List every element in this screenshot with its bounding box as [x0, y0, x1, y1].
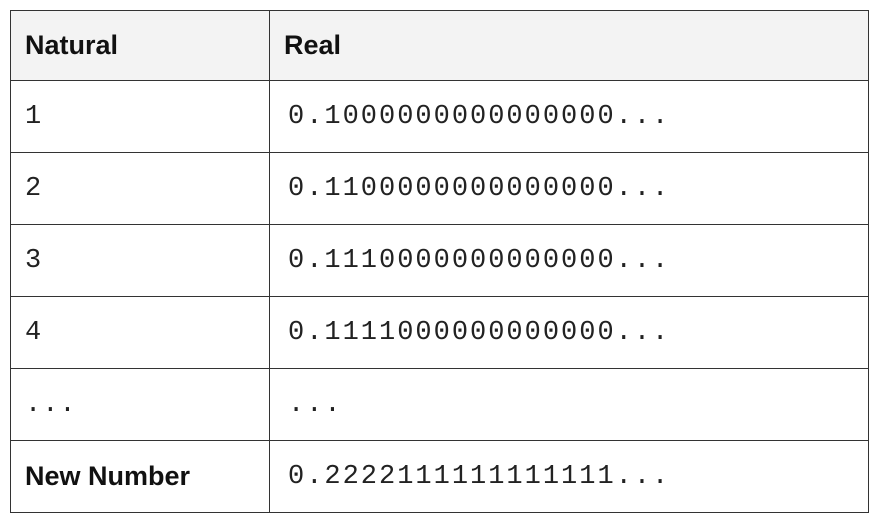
real-cell: 0.1110000000000000... [269, 224, 869, 297]
real-cell: 0.1100000000000000... [269, 152, 869, 225]
table-row: 4 0.1111000000000000... [10, 296, 869, 369]
new-number-value: 0.2222111111111111... [269, 440, 869, 513]
column-header-real: Real [269, 10, 869, 81]
table-row: 1 0.1000000000000000... [10, 80, 869, 153]
natural-cell: 4 [10, 296, 270, 369]
natural-cell: ... [10, 368, 270, 441]
natural-cell: 2 [10, 152, 270, 225]
real-cell: ... [269, 368, 869, 441]
new-number-row: New Number 0.2222111111111111... [10, 440, 869, 513]
table-row: ... ... [10, 368, 869, 441]
table-header: Natural Real [10, 10, 869, 81]
table-row: 2 0.1100000000000000... [10, 152, 869, 225]
column-header-natural: Natural [10, 10, 270, 81]
natural-cell: 3 [10, 224, 270, 297]
new-number-label: New Number [10, 440, 270, 513]
real-cell: 0.1111000000000000... [269, 296, 869, 369]
natural-real-table: Natural Real 1 0.1000000000000000... 2 0… [10, 10, 869, 513]
table-row: 3 0.1110000000000000... [10, 224, 869, 297]
header-row: Natural Real [10, 10, 869, 81]
real-cell: 0.1000000000000000... [269, 80, 869, 153]
table-body: 1 0.1000000000000000... 2 0.110000000000… [10, 80, 869, 513]
natural-cell: 1 [10, 80, 270, 153]
